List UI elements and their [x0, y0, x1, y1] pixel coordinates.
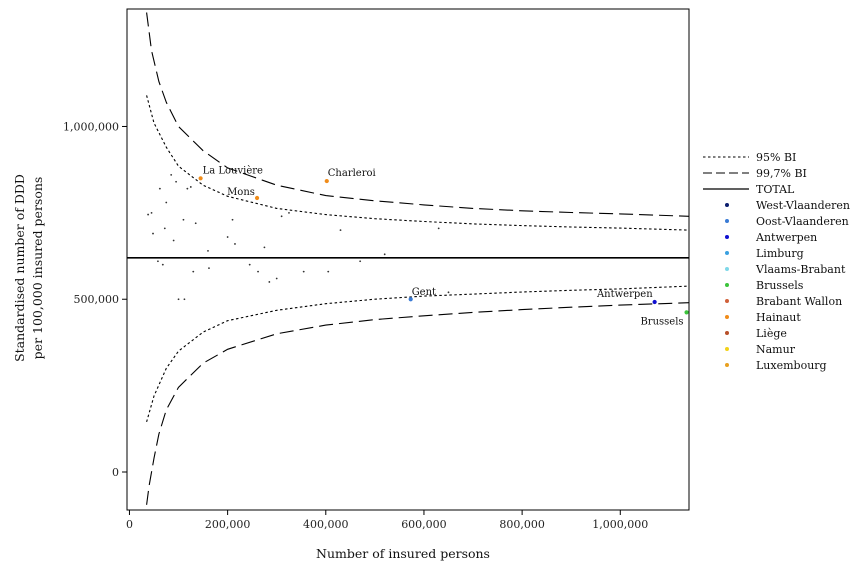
data-point-31	[327, 270, 330, 273]
legend-label-2: Antwerpen	[755, 231, 817, 244]
annotations-layer: La Louvière Mons Charleroi Gent Antwerpen Bru…	[203, 165, 684, 327]
data-point-16	[192, 270, 195, 273]
legend-label-7: Hainaut	[756, 311, 801, 324]
legend-line-label-1: 99,7% BI	[756, 167, 807, 180]
labeled-point-1	[254, 195, 260, 201]
data-point-21	[231, 218, 234, 221]
data-point-1	[150, 211, 153, 214]
data-point-26	[268, 281, 271, 283]
data-point-14	[186, 187, 189, 190]
data-point-24	[257, 270, 259, 273]
legend-marker-7	[725, 315, 729, 319]
y-axis: 0 500,000 1,000,000	[63, 120, 127, 479]
data-point-27	[275, 277, 278, 280]
x-tick-label-0: 0	[126, 518, 133, 531]
labeled-point-3	[408, 297, 413, 302]
data-point-22	[234, 243, 236, 245]
data-point-9	[172, 239, 175, 242]
y-tick-label-0: 0	[112, 466, 119, 479]
x-axis: 0 200,000 400,000 600,000 800,000 1,000,000	[126, 510, 648, 531]
legend: 95% BI 99,7% BI TOTAL West-Vlaanderen Oost-V…	[703, 151, 850, 372]
data-point-34	[383, 253, 386, 256]
data-point-10	[175, 180, 177, 183]
legend-label-0: West-Vlaanderen	[756, 199, 850, 212]
point-label-3: Gent	[412, 287, 436, 298]
plot-frame	[126, 8, 690, 511]
legend-marker-3	[725, 251, 729, 255]
legend-label-6: Brabant Wallon	[756, 295, 842, 308]
y-tick-label-1: 500,000	[74, 293, 120, 306]
legend-marker-0	[725, 203, 729, 207]
x-axis-title: Number of insured persons	[316, 546, 490, 561]
data-point-36	[447, 291, 450, 294]
points-layer	[147, 173, 689, 315]
data-point-19	[208, 267, 210, 270]
legend-line-label-0: 95% BI	[756, 151, 796, 164]
legend-marker-8	[725, 331, 729, 335]
legend-label-3: Limburg	[756, 247, 804, 260]
x-tick-label-3: 600,000	[401, 518, 447, 531]
data-point-7	[165, 201, 168, 204]
data-point-32	[339, 229, 342, 232]
legend-label-10: Luxembourg	[756, 359, 827, 372]
labeled-point-4	[652, 299, 657, 305]
bands-layer	[146, 12, 690, 505]
data-point-8	[170, 173, 173, 176]
data-point-13	[183, 298, 186, 301]
data-point-15	[189, 186, 192, 188]
x-tick-label-2: 400,000	[303, 518, 349, 531]
band-0-upper-line	[146, 95, 690, 231]
data-point-11	[177, 298, 180, 301]
data-point-5	[161, 263, 164, 266]
y-axis-title-line-1: Standardised number of DDD	[12, 174, 27, 362]
data-point-3	[157, 260, 159, 263]
y-tick-label-2: 1,000,000	[63, 120, 119, 133]
data-point-33	[359, 260, 362, 263]
x-tick-label-1: 200,000	[205, 518, 251, 531]
point-label-2: Charleroi	[328, 168, 376, 179]
legend-label-1: Oost-Vlaanderen	[756, 215, 849, 228]
legend-marker-9	[725, 347, 729, 351]
legend-marker-1	[725, 219, 729, 223]
data-point-6	[163, 227, 166, 230]
data-point-18	[207, 249, 209, 252]
legend-label-5: Brussels	[756, 279, 804, 292]
labeled-point-5	[684, 310, 689, 315]
data-point-28	[280, 215, 283, 218]
data-point-4	[158, 187, 161, 190]
data-point-25	[263, 246, 266, 249]
data-point-0	[147, 213, 150, 216]
legend-marker-10	[725, 363, 729, 367]
data-point-2	[152, 232, 154, 235]
y-axis-title-line-2: per 100,000 insured persons	[30, 177, 45, 360]
point-label-4: Antwerpen	[596, 289, 653, 300]
data-point-12	[182, 218, 185, 221]
legend-label-4: Vlaams-Brabant	[755, 263, 846, 276]
legend-label-9: Namur	[756, 343, 796, 356]
legend-line-label-2: TOTAL	[756, 183, 795, 196]
data-point-29	[288, 211, 290, 214]
data-point-20	[226, 236, 229, 238]
data-point-17	[194, 222, 197, 225]
legend-marker-5	[725, 283, 729, 287]
legend-marker-6	[725, 299, 729, 303]
point-label-1: Mons	[227, 187, 255, 198]
band-1-lower-line	[146, 302, 690, 505]
data-point-35	[437, 227, 440, 230]
band-0-lower-line	[146, 285, 690, 423]
legend-label-8: Liège	[756, 327, 787, 340]
band-1-upper-line	[146, 12, 690, 217]
legend-marker-4	[725, 267, 729, 271]
data-point-23	[248, 263, 251, 266]
labeled-point-2	[324, 178, 329, 184]
point-label-5: Brussels	[640, 316, 683, 327]
x-tick-label-5: 1,000,000	[592, 518, 648, 531]
point-label-0: La Louvière	[203, 165, 263, 176]
legend-marker-2	[725, 235, 729, 239]
data-point-30	[302, 270, 305, 273]
labeled-point-0	[198, 176, 203, 181]
x-tick-label-4: 800,000	[499, 518, 545, 531]
